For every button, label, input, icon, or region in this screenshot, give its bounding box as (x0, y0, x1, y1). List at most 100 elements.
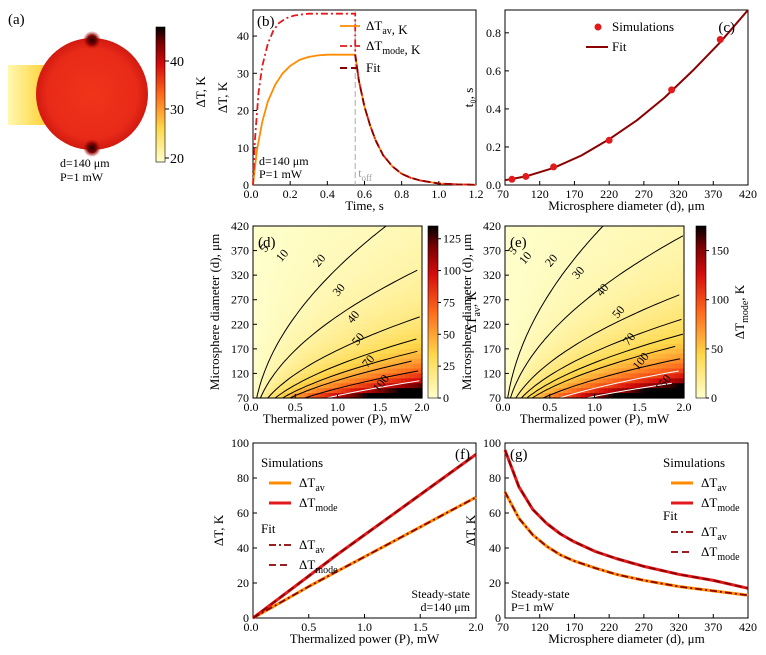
heatmap-cell (392, 339, 398, 345)
heatmap-cell (405, 343, 410, 350)
heatmap-cell (329, 270, 334, 276)
heatmap-cell (675, 289, 681, 296)
heatmap-cell (257, 373, 263, 379)
heatmap-cell (612, 245, 618, 252)
heatmap-cell (549, 230, 555, 237)
heatmap-cell (383, 334, 389, 340)
heatmap-cell (634, 388, 640, 394)
heatmap-cell (522, 245, 528, 252)
heatmap-cell (274, 250, 279, 257)
y-tick-label: 100 (483, 436, 501, 450)
heatmap-cell (536, 334, 542, 340)
heatmap-cell (549, 294, 555, 301)
heatmap-cell (354, 343, 360, 350)
heatmap-cell (549, 275, 555, 281)
heatmap-cell (329, 319, 334, 325)
heatmap-cell (253, 260, 258, 266)
heatmap-cell (545, 378, 551, 384)
heatmap-cell (621, 304, 627, 311)
heatmap-cell (509, 265, 515, 271)
heatmap-cell (540, 314, 546, 320)
heatmap-cell (652, 280, 658, 286)
heatmap-cell (518, 280, 524, 286)
heatmap-cell (282, 245, 288, 252)
heatmap-cell (630, 270, 636, 276)
y-tick-label: 420 (483, 219, 501, 233)
heatmap-cell (505, 368, 511, 375)
heatmap-cell (388, 353, 394, 360)
heatmap-cell (392, 378, 398, 384)
heatmap-cell (621, 245, 627, 252)
heatmap-cell (625, 235, 631, 242)
heatmap-cell (657, 383, 663, 389)
heatmap-cell (417, 319, 423, 325)
heatmap-cell (312, 363, 317, 370)
heatmap-cell (371, 383, 377, 389)
heatmap-cell (396, 275, 402, 281)
heatmap-cell (253, 373, 258, 379)
heatmap-cell (312, 226, 317, 232)
heatmap-cell (312, 255, 317, 261)
heatmap-cell (670, 383, 676, 389)
heatmap-cell (590, 245, 596, 252)
heatmap-cell (607, 245, 613, 252)
heatmap-cell (531, 393, 537, 399)
heatmap-cell (657, 358, 663, 365)
heatmap-cell (540, 319, 546, 325)
heatmap-cell (607, 299, 613, 306)
heatmap-cell (505, 280, 511, 286)
heatmap-cell (417, 299, 423, 306)
heatmap-cell (634, 240, 640, 247)
heatmap-cell (590, 383, 596, 389)
heatmap-cell (409, 226, 415, 232)
heatmap-cell (639, 275, 645, 281)
heatmap-cell (661, 284, 667, 291)
heatmap-cell (371, 270, 377, 276)
heatmap-cell (257, 235, 263, 242)
heatmap-cell (367, 329, 372, 335)
heatmap-cell (388, 226, 394, 232)
heatmap-cell (603, 388, 609, 394)
heatmap-cell (358, 324, 364, 330)
heatmap-cell (269, 319, 275, 325)
heatmap-cell (333, 324, 339, 330)
fit-line (504, 9, 749, 182)
heatmap-cell (598, 368, 605, 375)
heatmap-cell (375, 265, 381, 271)
heatmap-cell (576, 299, 582, 306)
y-axis-label: ΔT, K (211, 514, 226, 546)
heatmap-cell (657, 240, 663, 247)
heatmap-cell (679, 388, 685, 394)
heatmap-cell (567, 373, 573, 379)
heatmap-cell (265, 284, 271, 291)
heatmap-cell (291, 284, 296, 291)
heatmap-cell (350, 339, 355, 345)
x-tick-label: 1.5 (413, 620, 428, 634)
heatmap-cell (518, 230, 524, 237)
heatmap-cell (527, 294, 533, 301)
heatmap-cell (350, 314, 355, 320)
heatmap-cell (679, 373, 685, 379)
heatmap-cell (505, 260, 511, 266)
heatmap-cell (527, 270, 533, 276)
heatmap-cell (581, 324, 587, 330)
heatmap-cell (554, 309, 560, 316)
heatmap-cell (362, 304, 368, 311)
heatmap-cell (576, 314, 582, 320)
heatmap-cell (269, 299, 275, 306)
heatmap-cell (675, 343, 681, 350)
heatmap-cell (400, 235, 406, 242)
heatmap-cell (409, 260, 415, 266)
heatmap-cell (329, 235, 334, 242)
heatmap-cell (590, 265, 596, 271)
panel-label: (d) (258, 235, 276, 251)
heatmap-cell (409, 280, 415, 286)
heatmap-cell (388, 289, 394, 296)
heatmap-cell (590, 230, 596, 237)
heatmap-cell (679, 339, 685, 345)
heatmap-cell (413, 314, 419, 320)
heatmap-cell (612, 294, 618, 301)
heatmap-cell (639, 280, 645, 286)
x-tick-label: 1.5 (632, 400, 647, 414)
